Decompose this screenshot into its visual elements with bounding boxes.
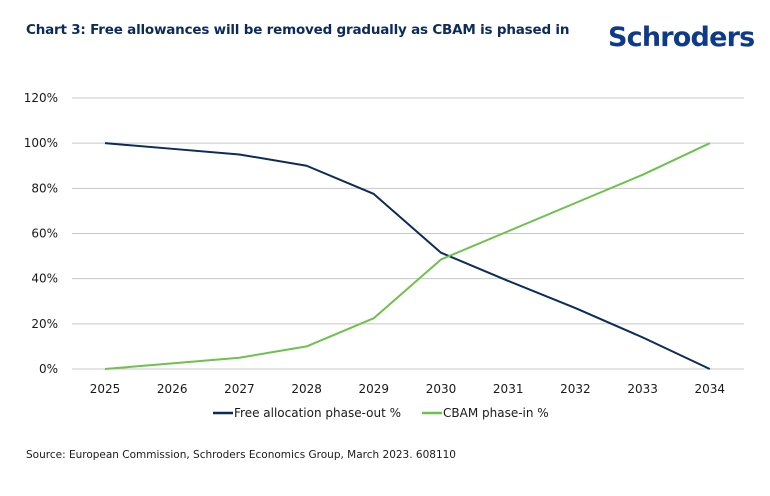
gridlines bbox=[72, 97, 744, 370]
line-chart: 0%20%40%60%80%100%120% 2025 2026 2027 2028 2… bbox=[24, 91, 744, 420]
y-tick-label: 80% bbox=[31, 181, 58, 195]
x-tick-label: 2034 bbox=[695, 382, 726, 396]
y-tick-label: 60% bbox=[31, 227, 58, 241]
legend-item: Free allocation phase-out % bbox=[213, 406, 401, 420]
x-tick-label: 2028 bbox=[291, 382, 322, 396]
legend-label: CBAM phase-in % bbox=[443, 406, 549, 420]
y-tick-label: 0% bbox=[39, 362, 58, 376]
free-allocation-line bbox=[104, 142, 711, 370]
x-tick-label: 2030 bbox=[426, 382, 457, 396]
cbam-line bbox=[104, 142, 711, 370]
x-tick-label: 2027 bbox=[224, 382, 255, 396]
x-tick-label: 2026 bbox=[157, 382, 188, 396]
legend-item: CBAM phase-in % bbox=[422, 406, 549, 420]
y-tick-label: 20% bbox=[31, 317, 58, 331]
legend: Free allocation phase-out % CBAM phase-in… bbox=[213, 406, 549, 420]
series-lines bbox=[104, 142, 711, 370]
source-note: Source: European Commission, Schroders E… bbox=[26, 449, 456, 461]
x-tick-label: 2025 bbox=[90, 382, 121, 396]
y-tick-label: 120% bbox=[24, 91, 58, 105]
y-tick-label: 100% bbox=[24, 136, 58, 150]
x-tick-label: 2031 bbox=[493, 382, 524, 396]
y-axis-ticks: 0% 20% 40% 60% 80% 100% 120% bbox=[24, 91, 58, 376]
x-tick-label: 2032 bbox=[560, 382, 591, 396]
legend-label: Free allocation phase-out % bbox=[234, 406, 401, 420]
chart-title: Chart 3: Free allowances will be removed… bbox=[26, 22, 570, 38]
x-tick-label: 2033 bbox=[627, 382, 658, 396]
y-tick-label: 40% bbox=[31, 272, 58, 286]
schroders-logo: Schroders bbox=[608, 22, 755, 53]
x-axis-ticks: 2025 2026 2027 2028 2029 2030 2031 2032 2033 2034 bbox=[90, 382, 725, 396]
x-tick-label: 2029 bbox=[359, 382, 390, 396]
